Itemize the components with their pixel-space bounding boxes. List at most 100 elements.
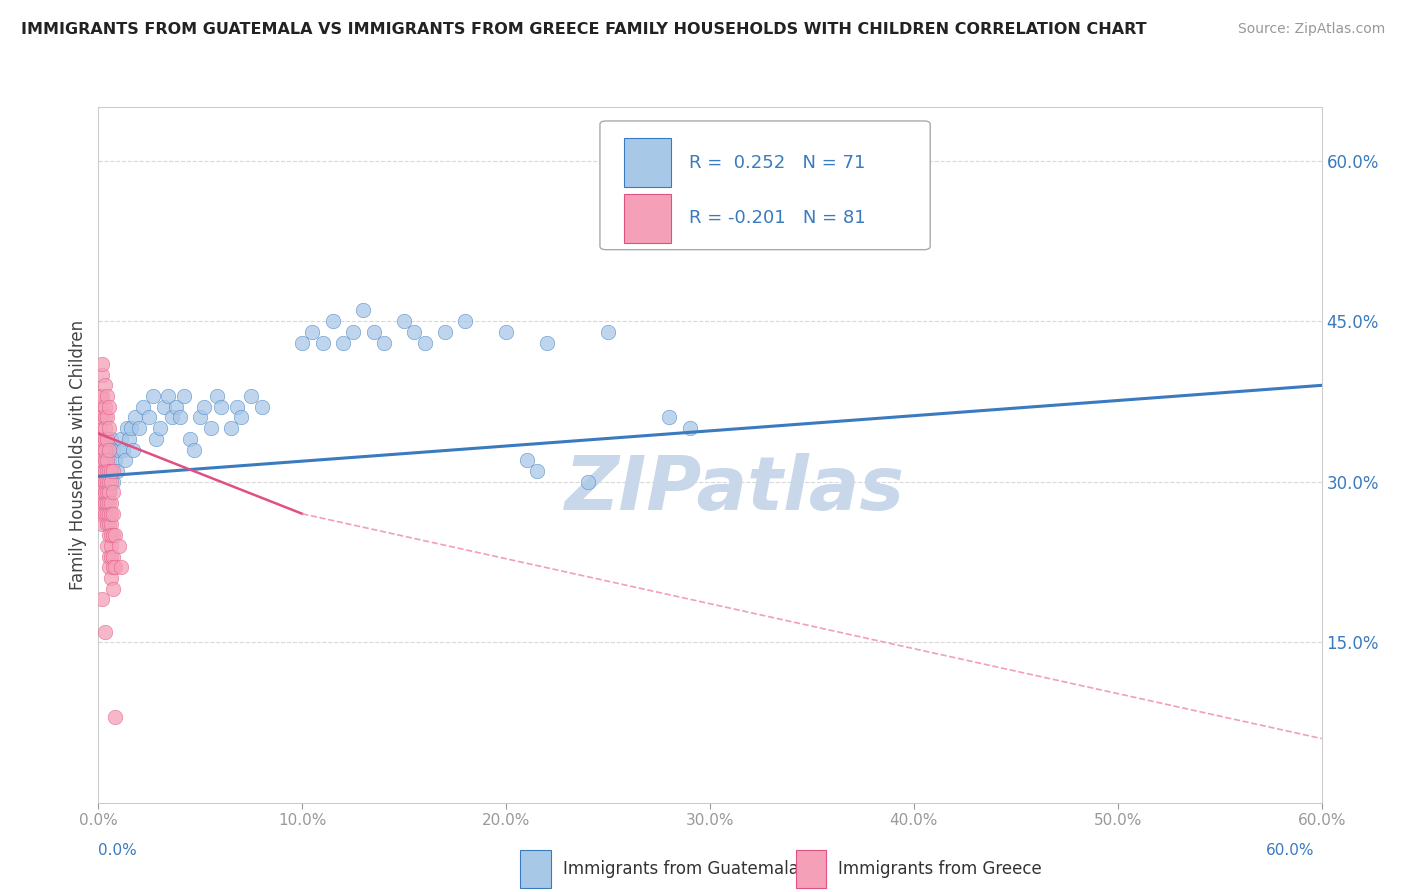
Point bbox=[434, 325, 457, 339]
Point bbox=[93, 475, 115, 489]
Point bbox=[89, 432, 111, 446]
Point bbox=[93, 442, 115, 457]
Point bbox=[93, 378, 115, 392]
Text: R = -0.201   N = 81: R = -0.201 N = 81 bbox=[689, 210, 866, 227]
Text: ZIPatlas: ZIPatlas bbox=[564, 453, 904, 526]
Point bbox=[91, 442, 114, 457]
Point bbox=[97, 549, 120, 564]
Point bbox=[89, 442, 111, 457]
Point bbox=[96, 410, 118, 425]
Point bbox=[105, 464, 128, 478]
Text: Source: ZipAtlas.com: Source: ZipAtlas.com bbox=[1237, 22, 1385, 37]
Point bbox=[100, 549, 122, 564]
Point bbox=[322, 314, 344, 328]
Point bbox=[100, 528, 122, 542]
Point bbox=[96, 496, 118, 510]
Point bbox=[97, 528, 120, 542]
Point bbox=[97, 560, 120, 574]
Point bbox=[93, 475, 115, 489]
Point bbox=[100, 464, 122, 478]
Point bbox=[142, 389, 165, 403]
Point bbox=[495, 325, 517, 339]
Point bbox=[89, 410, 111, 425]
Point bbox=[104, 560, 127, 574]
Point bbox=[97, 475, 120, 489]
Point bbox=[124, 410, 146, 425]
Point bbox=[91, 357, 114, 371]
Point bbox=[96, 464, 118, 478]
Point bbox=[160, 410, 183, 425]
Point bbox=[97, 421, 120, 435]
Point bbox=[89, 389, 111, 403]
Point bbox=[118, 432, 141, 446]
Point bbox=[100, 507, 122, 521]
Point bbox=[93, 507, 115, 521]
Point bbox=[801, 218, 824, 232]
Point bbox=[363, 325, 385, 339]
Point bbox=[183, 442, 205, 457]
Point bbox=[205, 389, 228, 403]
Point bbox=[342, 325, 364, 339]
Point bbox=[93, 421, 115, 435]
Point bbox=[122, 442, 145, 457]
Point bbox=[89, 485, 111, 500]
Point bbox=[89, 400, 111, 414]
Point bbox=[108, 539, 131, 553]
Point bbox=[114, 453, 136, 467]
Point bbox=[231, 410, 253, 425]
Point bbox=[209, 400, 232, 414]
Point bbox=[100, 464, 122, 478]
Point bbox=[91, 517, 114, 532]
Point bbox=[91, 475, 114, 489]
Point bbox=[454, 314, 477, 328]
Point bbox=[89, 496, 111, 510]
Point bbox=[91, 496, 114, 510]
Point bbox=[101, 475, 124, 489]
Y-axis label: Family Households with Children: Family Households with Children bbox=[69, 320, 87, 590]
Point bbox=[89, 507, 111, 521]
Point bbox=[97, 485, 120, 500]
Point bbox=[101, 560, 124, 574]
Point bbox=[91, 389, 114, 403]
Point bbox=[93, 485, 115, 500]
Point bbox=[100, 496, 122, 510]
Point bbox=[352, 303, 374, 318]
Point bbox=[332, 335, 354, 350]
Point bbox=[100, 571, 122, 585]
Point bbox=[97, 496, 120, 510]
Point bbox=[89, 464, 111, 478]
Point bbox=[101, 549, 124, 564]
Point bbox=[516, 453, 538, 467]
Point bbox=[96, 389, 118, 403]
Point bbox=[91, 368, 114, 382]
Point bbox=[312, 335, 335, 350]
Point bbox=[100, 517, 122, 532]
Point bbox=[120, 421, 142, 435]
Point bbox=[145, 432, 167, 446]
Point bbox=[373, 335, 395, 350]
Point bbox=[91, 453, 114, 467]
Point bbox=[91, 432, 114, 446]
Text: 60.0%: 60.0% bbox=[1267, 843, 1315, 858]
Point bbox=[152, 400, 174, 414]
Point bbox=[101, 507, 124, 521]
Point bbox=[138, 410, 160, 425]
Point bbox=[104, 528, 127, 542]
Point bbox=[291, 335, 314, 350]
Point bbox=[93, 432, 115, 446]
Point bbox=[101, 582, 124, 596]
Text: IMMIGRANTS FROM GUATEMALA VS IMMIGRANTS FROM GREECE FAMILY HOUSEHOLDS WITH CHILD: IMMIGRANTS FROM GUATEMALA VS IMMIGRANTS … bbox=[21, 22, 1147, 37]
Point bbox=[200, 421, 222, 435]
Point bbox=[97, 485, 120, 500]
Point bbox=[598, 325, 620, 339]
Point bbox=[96, 453, 118, 467]
Point bbox=[89, 475, 111, 489]
Point bbox=[173, 389, 195, 403]
Point bbox=[250, 400, 273, 414]
Point bbox=[91, 464, 114, 478]
Point bbox=[526, 464, 548, 478]
FancyBboxPatch shape bbox=[796, 850, 827, 888]
Point bbox=[226, 400, 249, 414]
Point bbox=[156, 389, 179, 403]
Point bbox=[404, 325, 426, 339]
